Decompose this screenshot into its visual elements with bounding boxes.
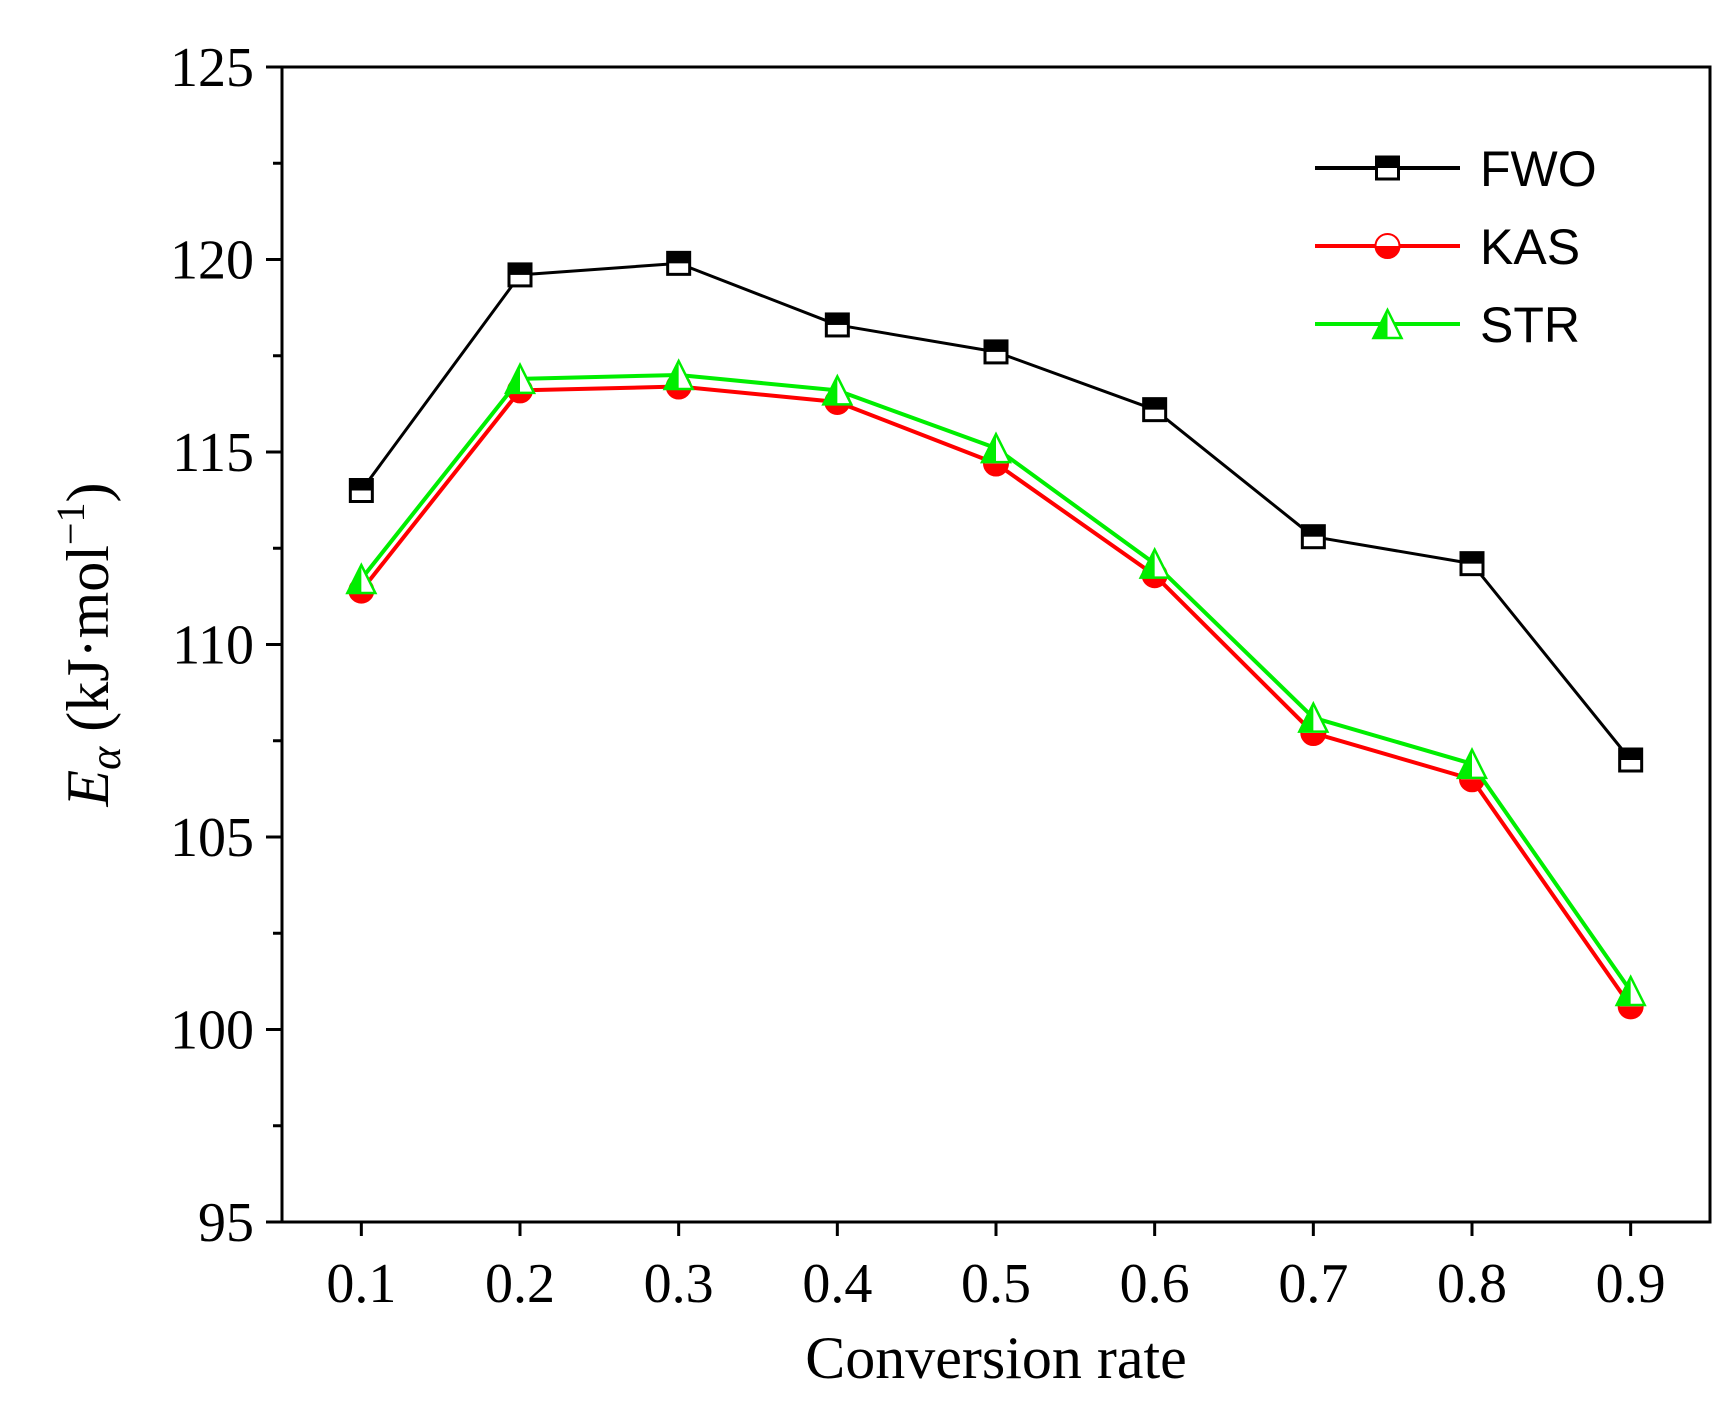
x-tick-label: 0.2 [485,1253,555,1315]
legend-marker [1375,155,1400,181]
x-tick-label: 0.6 [1120,1253,1190,1315]
y-axis-title-units: (kJ·mol [55,545,121,732]
data-point [662,358,695,391]
y-tick-label: 120 [170,230,254,292]
data-point [1614,974,1647,1007]
x-tick-label: 0.7 [1278,1253,1348,1315]
y-axis-title-space [55,732,121,747]
y-tick-label: 110 [172,615,254,677]
data-point [345,562,378,595]
series-kas [348,373,1644,1020]
y-axis-title-units-close: ) [55,483,121,503]
data-point [1300,524,1326,550]
y-axis-title: Eα (kJ·mol−1) [48,483,130,808]
legend-item-str: STR [1315,297,1580,353]
legend: FWO KAS STR [1315,141,1597,353]
y-tick-label: 115 [172,422,254,484]
data-point [824,312,850,338]
x-tick-label: 0.5 [961,1253,1031,1315]
data-point [979,431,1013,464]
series-line [359,384,1633,1008]
series-line [360,261,1632,761]
legend-marker [1371,307,1404,340]
y-tick-label: 95 [198,1192,254,1254]
data-point [507,262,533,288]
x-tick-label: 0.8 [1437,1253,1507,1315]
y-tick-label: 105 [170,807,254,869]
x-axis-title: Conversion rate [805,1325,1187,1391]
y-tick-label: 125 [170,37,254,99]
data-point [1618,747,1644,773]
y-tick-label: 100 [170,1000,254,1062]
legend-label: KAS [1480,219,1580,275]
x-tick-label: 0.9 [1596,1253,1666,1315]
data-point [1455,747,1489,780]
legend-label: STR [1480,297,1580,353]
y-axis-title-symbol: E [55,770,121,808]
series-layer [345,250,1647,1020]
series-fwo [348,250,1644,773]
data-point [1142,397,1168,423]
y-axis-title-subscript: α [81,746,130,770]
legend-label: FWO [1480,141,1597,197]
legend-item-kas: KAS [1315,219,1580,275]
series-str [345,358,1647,1007]
legend-marker [1374,233,1401,259]
y-axis: 95 100 105 110 115 120 125 [170,37,282,1254]
x-tick-label: 0.3 [644,1253,714,1315]
data-point [821,373,854,406]
x-tick-label: 0.1 [326,1253,396,1315]
data-point [666,250,692,276]
data-point [348,478,374,503]
x-axis: 0.1 0.2 0.3 0.4 0.5 0.6 0.7 0.8 0.9 [326,1222,1666,1315]
data-point [983,339,1009,365]
data-point [1459,551,1485,577]
data-point [1297,700,1330,733]
data-point [1138,546,1171,579]
legend-item-fwo: FWO [1315,141,1597,197]
x-tick-label: 0.4 [802,1253,872,1315]
y-axis-title-exponent: −1 [48,503,93,546]
data-point [503,362,537,395]
